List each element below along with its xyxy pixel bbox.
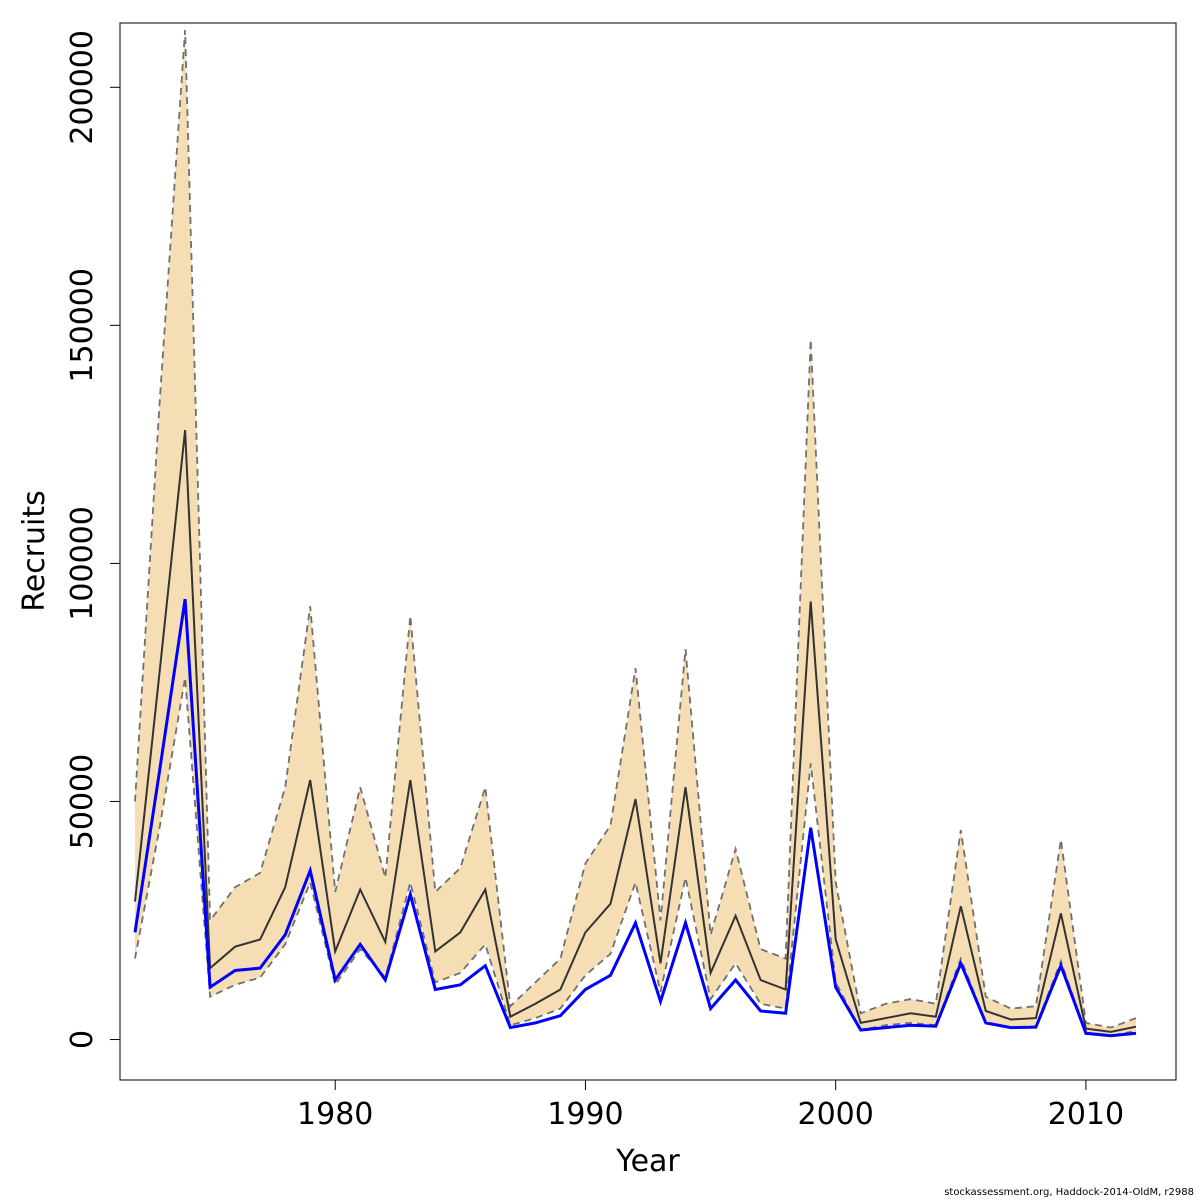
x-tick-label: 2010 [1048, 1097, 1124, 1132]
band-upper-line [134, 30, 1137, 1029]
band-fill [135, 30, 1136, 1036]
x-tick-label: 1990 [547, 1097, 623, 1132]
footer-credit: stockassessment.org, Haddock-2014-OldM, … [944, 1187, 1194, 1198]
x-axis-title: Year [615, 1144, 680, 1179]
x-tick-label: 1980 [297, 1097, 373, 1132]
series-line-2 [133, 598, 1137, 1038]
y-axis-title: Recruits [17, 490, 52, 612]
y-tick-label: 150000 [65, 268, 100, 383]
x-tick-label: 2000 [797, 1097, 873, 1132]
y-axis: 0 50000 100000 150000 200000 [65, 30, 121, 1049]
y-tick-label: 100000 [65, 506, 100, 621]
x-axis: 1980 1990 2000 2010 [297, 1079, 1124, 1132]
y-tick-label: 50000 [65, 754, 100, 849]
series-lines [133, 429, 1137, 1038]
series-line-1 [134, 429, 1137, 1033]
y-tick-label: 0 [65, 1030, 100, 1049]
y-tick-label: 200000 [65, 30, 100, 145]
